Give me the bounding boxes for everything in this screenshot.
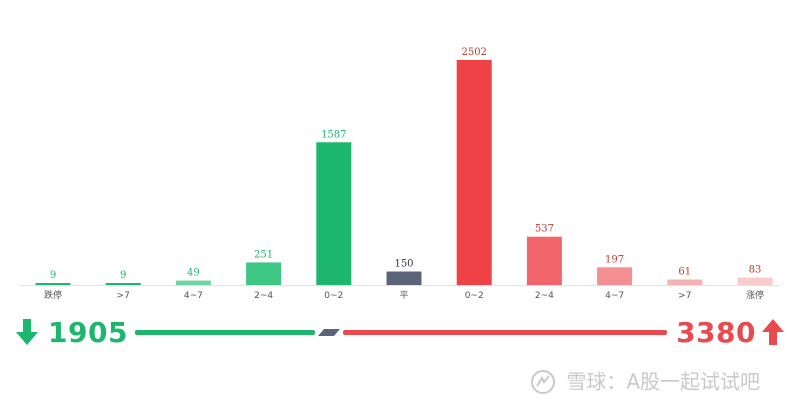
watermark: 雪球：A股一起试试吧	[530, 366, 760, 394]
advance-ratio-bar	[343, 330, 667, 335]
decline-ratio-bar	[135, 330, 315, 335]
watermark-text: 雪球：A股一起试试吧	[566, 369, 761, 394]
value-label: 1587	[321, 129, 346, 140]
value-label: 49	[187, 268, 200, 279]
tick-label: 0~2	[324, 291, 343, 300]
bar	[456, 60, 492, 285]
tick-label: 2~4	[254, 291, 273, 300]
value-label: 150	[394, 259, 413, 270]
bars-group	[35, 60, 773, 285]
value-labels-group: 9 9 49 251 1587 150 2502 537 197 61 83	[50, 47, 762, 281]
tick-label: 0~2	[465, 291, 484, 300]
tick-label: 平	[399, 290, 408, 300]
bar	[667, 279, 703, 285]
tick-label: 4~7	[184, 291, 203, 300]
tick-label: 涨停	[746, 289, 764, 300]
bar	[526, 236, 562, 285]
down-arrow-icon	[16, 319, 38, 345]
up-arrow-icon	[762, 319, 784, 345]
tick-label: 2~4	[535, 291, 554, 300]
value-label: 9	[50, 270, 56, 281]
tick-label: 4~7	[605, 291, 624, 300]
market-breadth-chart: 9 9 49 251 1587 150 2502 537 197 61 83 跌停 >7 4~7 2~4 0…	[20, 47, 780, 300]
value-label: 61	[678, 267, 691, 278]
bar	[175, 280, 211, 285]
decline-count: 1905	[48, 316, 128, 349]
bar	[246, 262, 282, 285]
bar	[316, 142, 352, 285]
value-label: 2502	[461, 47, 486, 58]
bar	[386, 271, 422, 285]
value-label: 537	[535, 224, 554, 235]
value-label: 251	[254, 249, 273, 260]
value-label: 83	[749, 265, 762, 276]
bar	[105, 283, 141, 285]
bar	[35, 283, 71, 285]
advance-count: 3380	[676, 316, 756, 349]
value-label: 197	[605, 254, 624, 265]
bar	[597, 267, 633, 285]
ratio-separator-icon	[318, 329, 340, 336]
xueqiu-logo-icon	[531, 369, 555, 394]
advance-decline-summary: 1905 3380	[0, 310, 800, 360]
tick-label: 跌停	[44, 289, 62, 300]
tick-label: >7	[678, 291, 691, 300]
tick-labels-group: 跌停 >7 4~7 2~4 0~2 平 0~2 2~4 4~7 >7 涨停	[44, 289, 764, 300]
tick-label: >7	[117, 291, 130, 300]
bar	[737, 277, 773, 285]
value-label: 9	[120, 270, 126, 281]
